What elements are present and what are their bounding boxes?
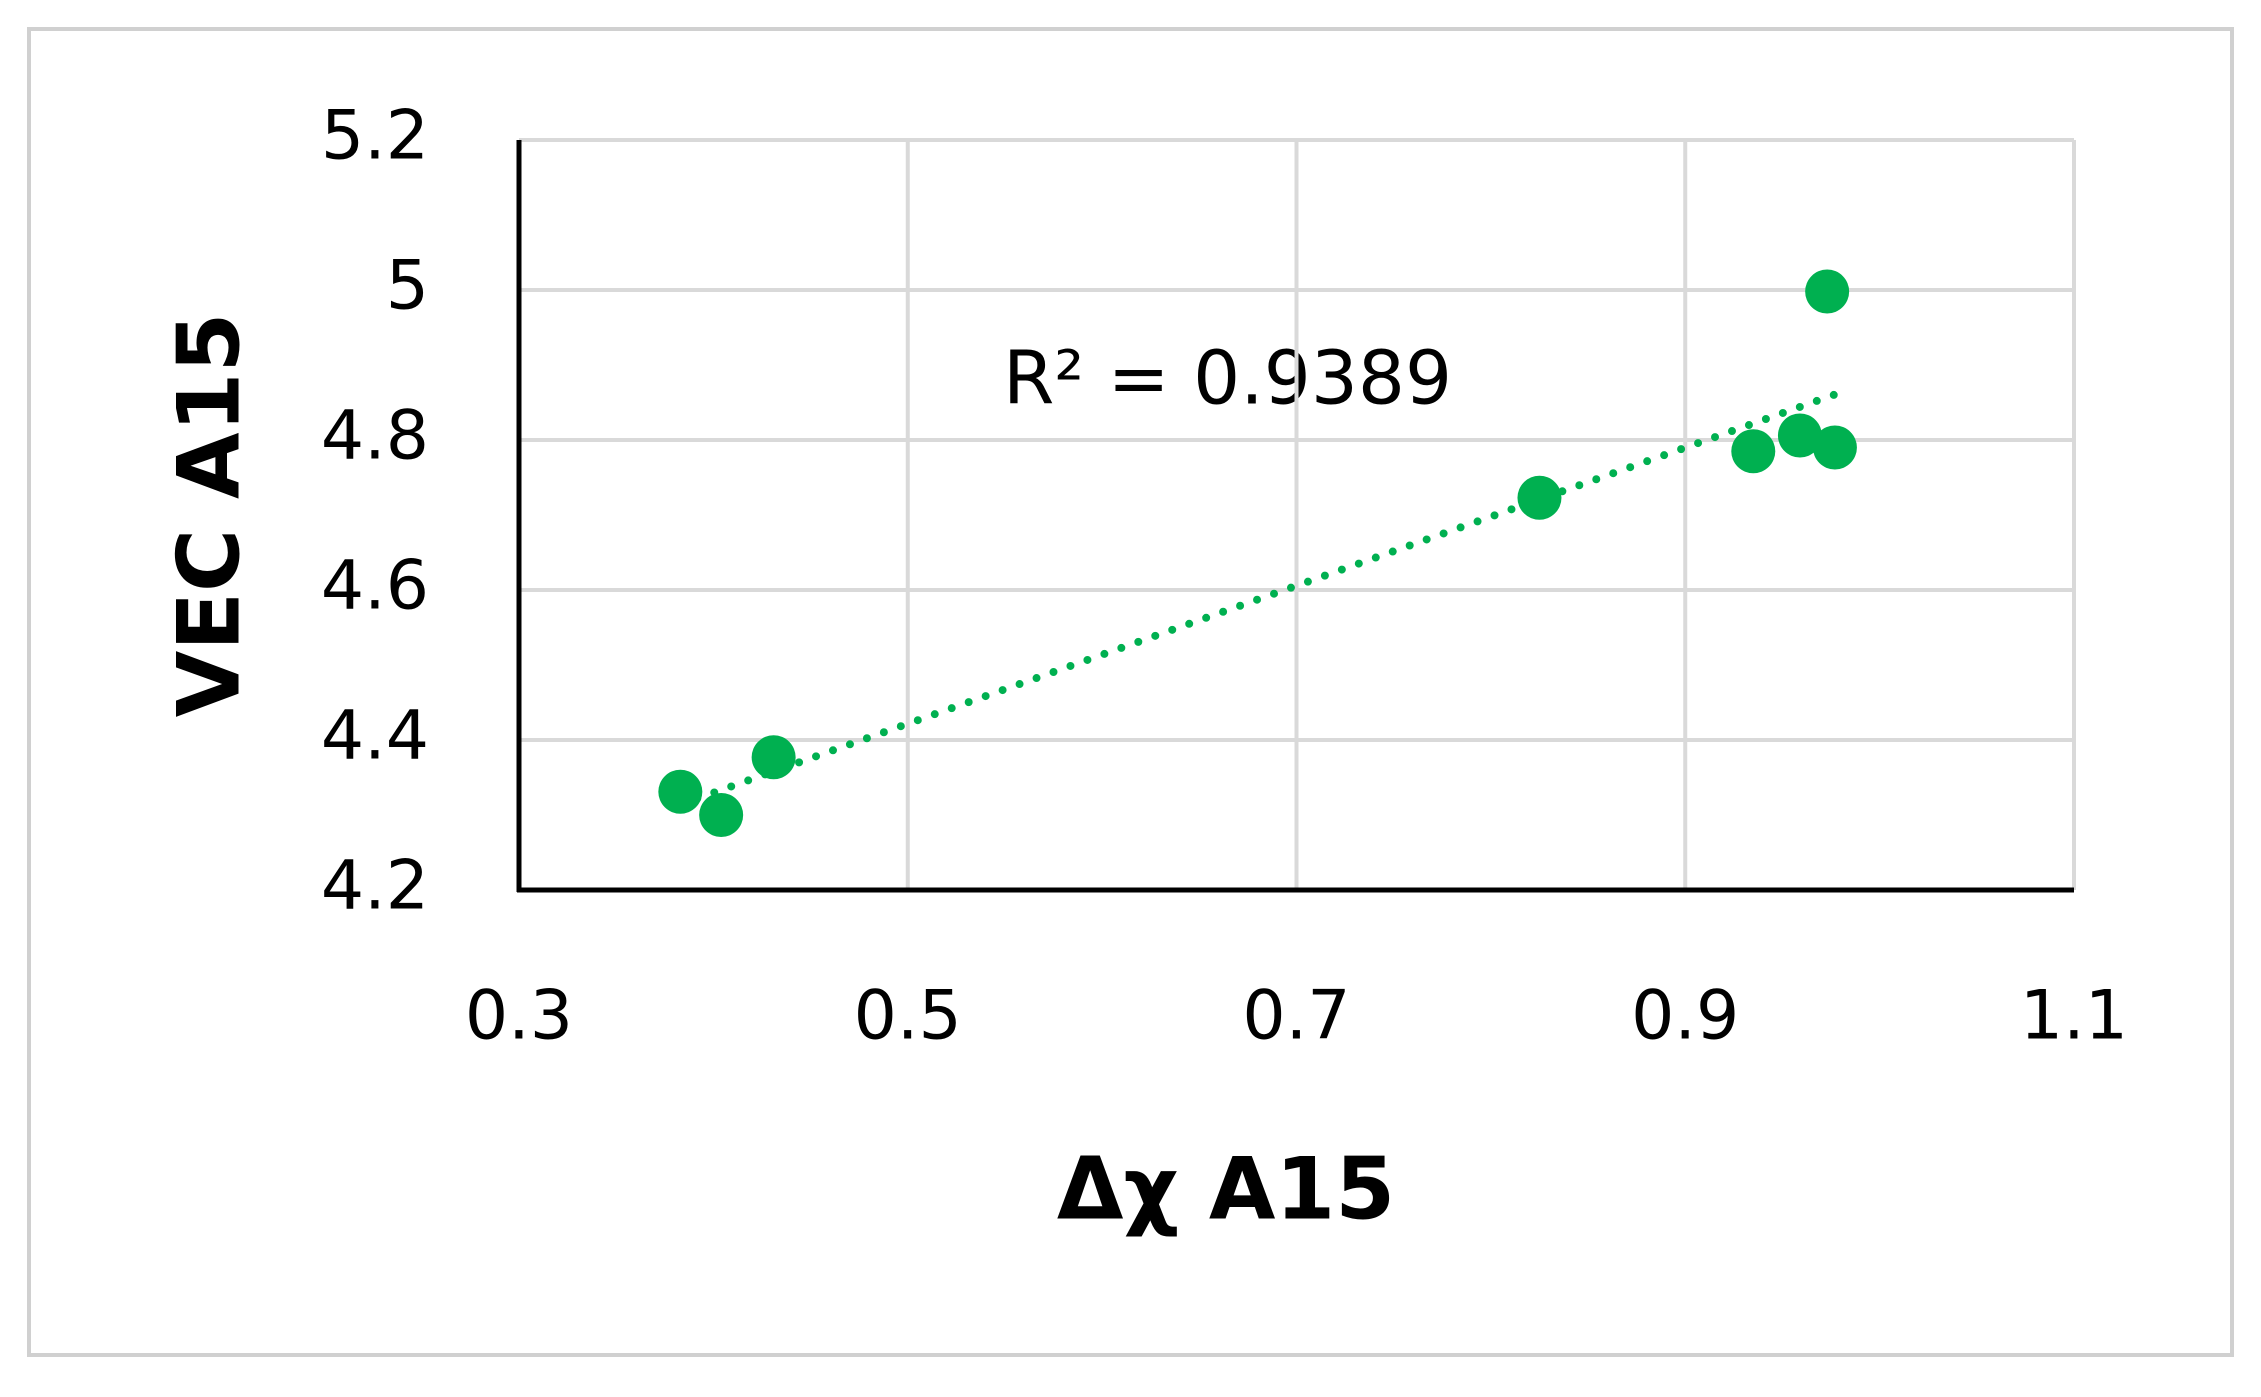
x-tick-label: 0.3: [465, 977, 573, 1056]
trendline: [676, 390, 1839, 809]
y-tick-label: 4.4: [321, 697, 429, 776]
data-point: [1731, 429, 1776, 474]
x-tick-label: 0.9: [1631, 977, 1739, 1056]
data-point: [1812, 425, 1857, 470]
y-tick-label: 4.8: [321, 397, 429, 476]
data-point: [751, 735, 796, 780]
x-axis-title: Δχ A15: [1057, 1139, 1395, 1239]
y-tick-label: 5.2: [321, 97, 429, 176]
chart-frame: [27, 27, 2234, 1357]
data-point: [1805, 269, 1850, 314]
data-point: [658, 769, 703, 814]
y-axis-title: VEC A15: [159, 313, 259, 718]
data-point: [1777, 413, 1822, 458]
x-tick-label: 0.5: [854, 977, 962, 1056]
data-point: [1517, 475, 1562, 520]
data-point: [699, 793, 744, 837]
y-tick-label: 4.6: [321, 547, 429, 626]
x-tick-label: 0.7: [1242, 977, 1350, 1056]
y-tick-label: 5: [386, 247, 429, 326]
r-squared-annotation: R² = 0.9389: [1003, 336, 1452, 422]
y-tick-label: 4.2: [321, 847, 429, 926]
x-tick-label: 1.1: [2020, 977, 2128, 1056]
